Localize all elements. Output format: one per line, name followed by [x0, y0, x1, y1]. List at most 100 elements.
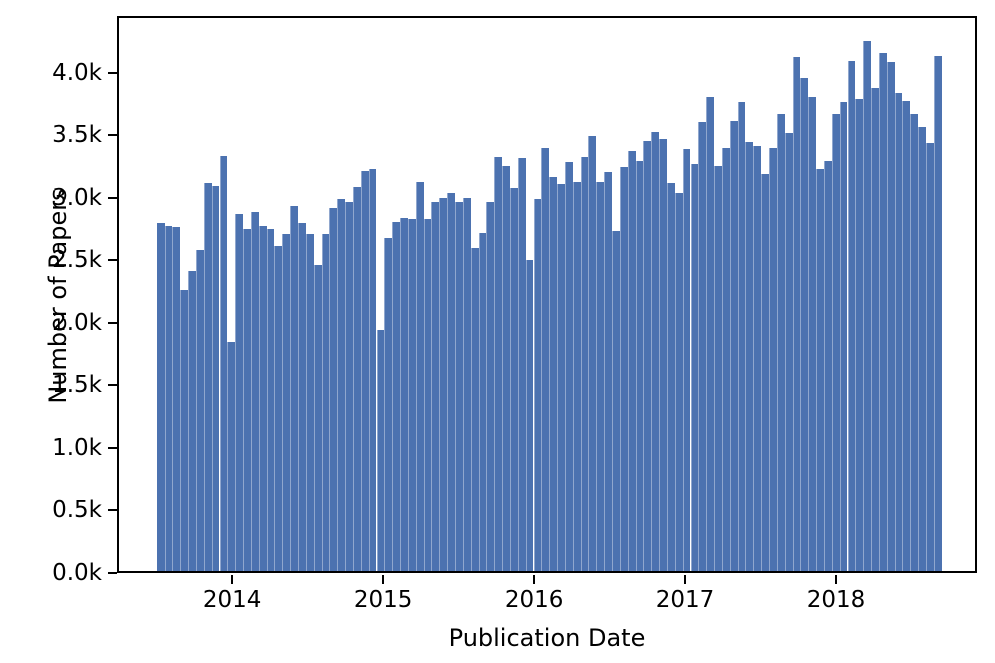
histogram-bar	[407, 219, 416, 571]
histogram-bar	[219, 155, 228, 571]
histogram-bar	[172, 226, 181, 571]
histogram-bar	[509, 188, 518, 571]
y-tick-mark	[108, 509, 117, 512]
histogram-bar	[784, 133, 793, 571]
histogram-bar	[612, 230, 620, 571]
histogram-bar	[910, 114, 919, 571]
histogram-bar	[298, 223, 306, 571]
y-tick-label: 3.5k	[52, 122, 102, 149]
histogram-bar	[596, 181, 605, 571]
y-tick-mark	[108, 572, 117, 574]
histogram-bar	[305, 234, 314, 571]
histogram-bar	[400, 218, 408, 571]
histogram-bar	[156, 223, 165, 571]
y-axis-label: Number of Papers	[44, 188, 72, 404]
histogram-bar	[690, 164, 699, 571]
histogram-bar	[619, 166, 628, 571]
histogram-bar	[769, 148, 777, 571]
histogram-bar	[180, 289, 189, 571]
histogram-bar	[290, 205, 298, 571]
histogram-bar	[729, 120, 738, 571]
histogram-bar	[486, 201, 495, 571]
histogram-bar	[674, 193, 683, 571]
histogram-bar	[329, 208, 338, 571]
y-tick-label: 4.0k	[52, 59, 102, 86]
histogram-bar	[580, 156, 589, 571]
histogram-bar	[737, 101, 746, 571]
histogram-bar	[800, 78, 809, 571]
histogram-bar	[533, 199, 542, 571]
histogram-bar	[706, 96, 715, 571]
x-tick-mark	[835, 575, 837, 584]
y-tick-label: 1.5k	[52, 372, 102, 399]
histogram-bar	[666, 183, 675, 571]
x-tick-mark	[533, 575, 536, 584]
histogram-bar	[384, 238, 393, 571]
histogram-bar	[839, 101, 848, 571]
histogram-bar	[164, 225, 173, 571]
histogram-bar	[250, 211, 259, 571]
histogram-bar	[776, 114, 785, 571]
x-tick-mark	[382, 575, 385, 584]
histogram-bar	[470, 248, 479, 571]
histogram-bar	[926, 143, 934, 571]
histogram-bar	[651, 131, 660, 571]
histogram-bar	[462, 198, 471, 571]
histogram-bar	[423, 219, 432, 571]
histogram-bar	[243, 229, 251, 571]
histogram-bar	[376, 329, 385, 571]
histogram-bar	[761, 174, 769, 571]
histogram-bar	[855, 99, 864, 571]
y-tick-mark	[108, 259, 117, 262]
histogram-bar	[337, 199, 346, 571]
histogram-bar	[682, 149, 691, 571]
histogram-bar	[918, 126, 926, 571]
histogram-bar	[525, 259, 534, 571]
histogram-bar	[195, 249, 204, 571]
histogram-bar	[823, 160, 832, 571]
histogram-bar	[745, 141, 754, 571]
histogram-bar	[274, 245, 283, 571]
x-tick-label: 2015	[353, 587, 413, 613]
histogram-bar	[494, 156, 503, 571]
plot-area	[117, 16, 977, 573]
y-tick-label: 3.0k	[52, 184, 102, 211]
histogram-bar	[753, 145, 762, 571]
histogram-bar	[352, 186, 361, 571]
x-tick-label: 2018	[806, 587, 866, 613]
x-tick-label: 2016	[504, 587, 564, 613]
histogram-bar	[188, 270, 196, 571]
histogram-bar	[635, 160, 644, 571]
histogram-bar	[478, 233, 487, 571]
x-tick-mark	[684, 575, 687, 584]
histogram-bar	[557, 184, 565, 571]
histogram-bar	[258, 225, 267, 571]
histogram-bar	[392, 221, 401, 571]
histogram-bar	[894, 93, 903, 571]
histogram-bar	[541, 148, 550, 571]
histogram-bar	[564, 161, 573, 571]
y-tick-mark	[108, 446, 117, 449]
histogram-bar	[886, 61, 895, 571]
y-tick-mark	[108, 71, 117, 74]
histogram-bar	[933, 55, 942, 571]
histogram-bar	[792, 56, 801, 571]
histogram-bar	[902, 100, 911, 571]
histogram-bar	[863, 40, 872, 571]
histogram-bar	[235, 214, 244, 571]
histogram-bar	[517, 158, 526, 571]
histogram-bar	[360, 170, 369, 571]
x-tick-mark	[231, 575, 234, 584]
histogram-bar	[847, 60, 856, 571]
y-tick-label: 2.5k	[52, 247, 102, 274]
y-tick-mark	[108, 321, 117, 324]
histogram-bar	[627, 150, 636, 571]
x-tick-label: 2017	[655, 587, 715, 613]
histogram-bar	[447, 193, 455, 571]
histogram-bar	[502, 165, 510, 571]
histogram-bar	[431, 201, 440, 571]
histogram-bar	[871, 88, 879, 571]
histogram-bar	[698, 121, 707, 571]
histogram-bar	[415, 181, 424, 571]
histogram-bar	[572, 181, 581, 571]
